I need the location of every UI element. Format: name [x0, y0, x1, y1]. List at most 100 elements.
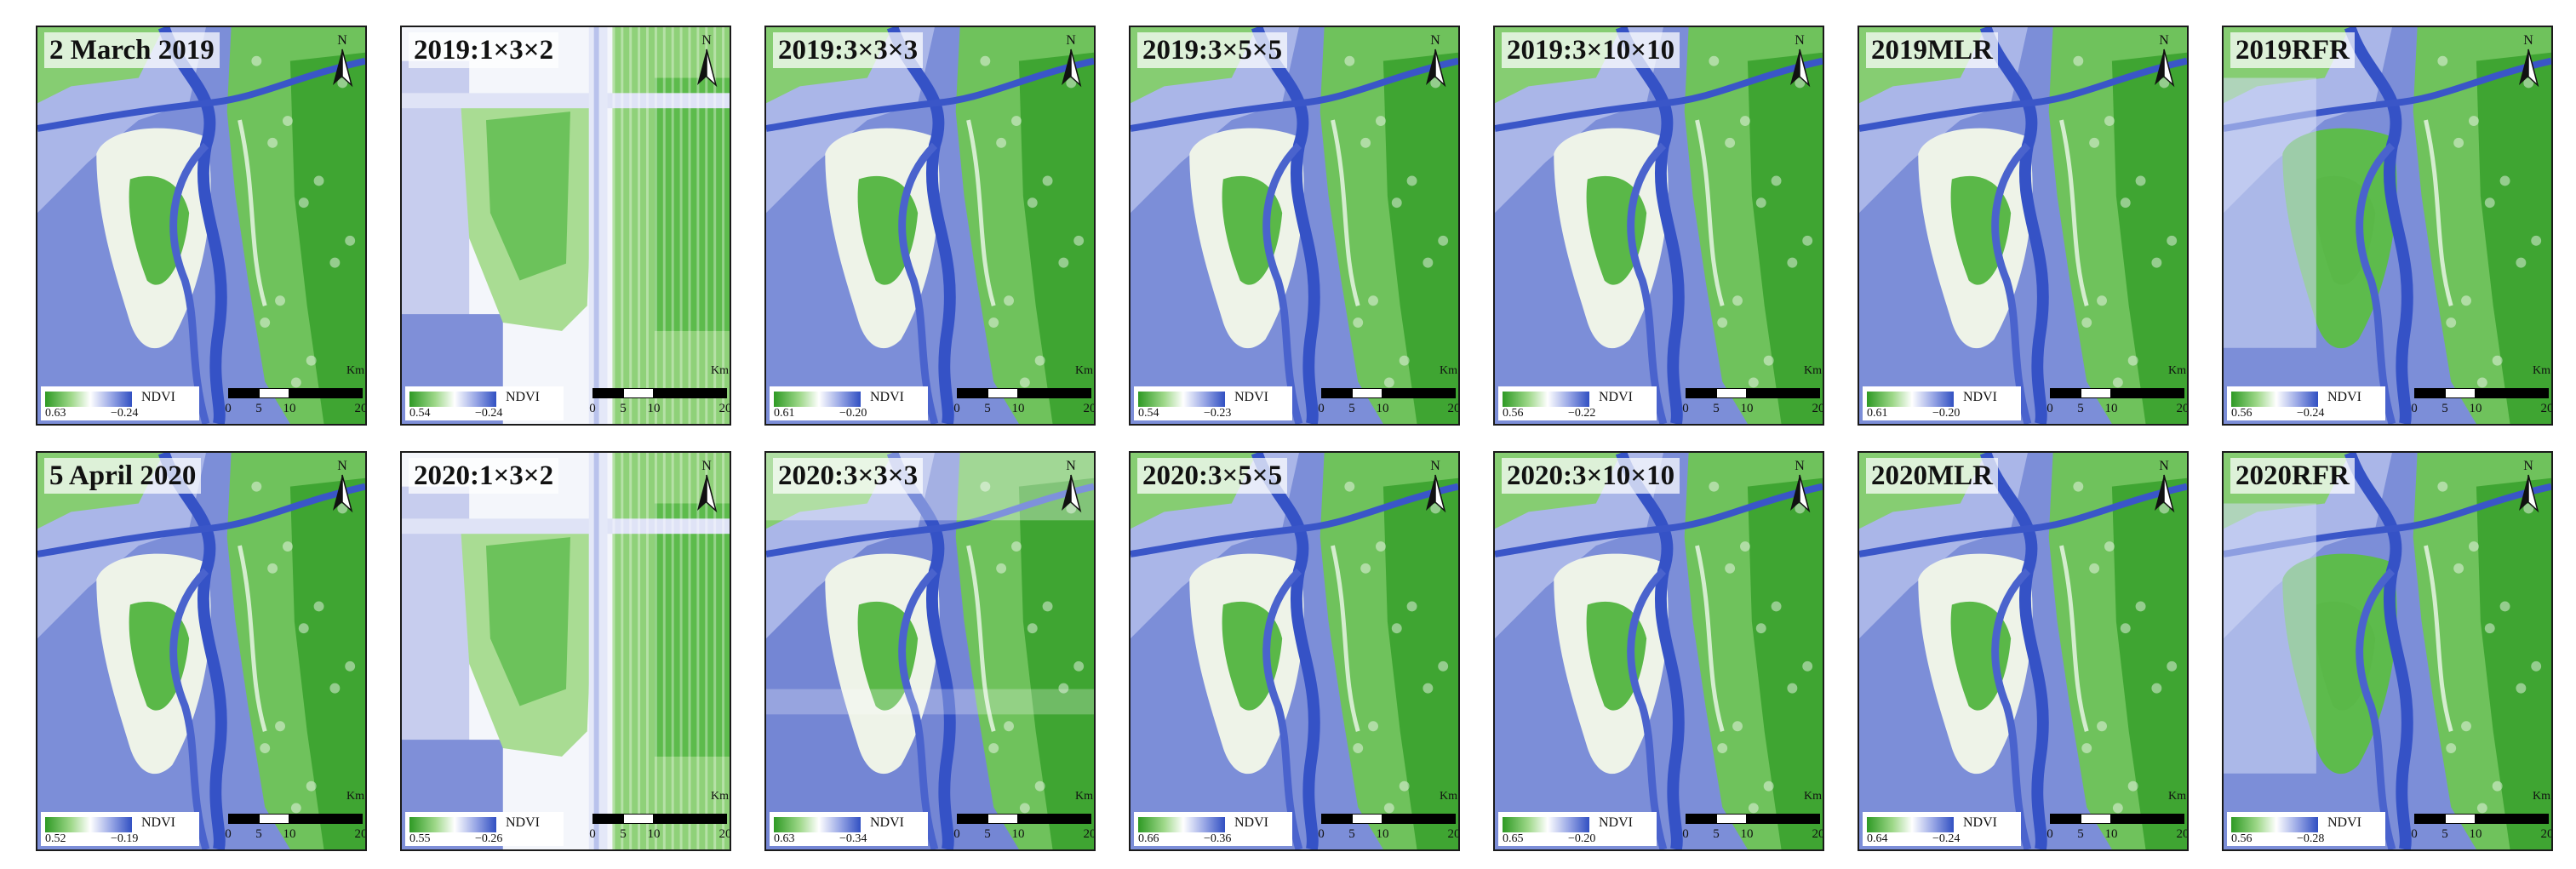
ndvi-legend: NDVI 0.63 −0.24: [41, 386, 199, 420]
scale-bar: 0 5 10 20 Km: [225, 790, 365, 844]
scale-bar-segment: [1352, 814, 1382, 824]
north-arrow-icon: N: [1062, 33, 1082, 88]
legend-min-value: −0.19: [111, 832, 139, 845]
ndvi-colorbar: [409, 392, 496, 407]
scale-tick-label: 20: [718, 402, 731, 415]
scale-unit: Km: [2533, 364, 2550, 377]
ndvi-map-image: [2224, 27, 2551, 424]
scale-tick-label: 10: [1740, 827, 1754, 841]
scale-tick-label: 5: [1713, 402, 1720, 415]
map-panel: 2 March 2019 N NDVI 0.63 −0.24 0 5 10 20 Km: [36, 26, 367, 426]
legend-min-value: −0.20: [839, 407, 867, 420]
ndvi-colorbar: [774, 392, 861, 407]
scale-bar: 0 5 10 20 Km: [2046, 364, 2187, 419]
map-panel: 5 April 2020 N NDVI 0.52 −0.19 0 5 10 20 Km: [36, 451, 367, 851]
scale-bar-segment: [957, 388, 987, 398]
scale-tick-label: 5: [1348, 402, 1355, 415]
ndvi-map-image: [1131, 27, 1458, 424]
scale-tick-label: 5: [255, 827, 262, 841]
scale-bar-segment: [228, 388, 259, 398]
ndvi-colorbar: [1138, 392, 1225, 407]
scale-unit: Km: [711, 364, 729, 377]
scale-tick-label: 0: [953, 402, 960, 415]
scale-tick-label: 10: [1011, 827, 1025, 841]
north-arrow-icon: N: [697, 33, 718, 88]
scale-bar: 0 5 10 20 Km: [1318, 790, 1458, 844]
scale-tick-label: 10: [1376, 827, 1389, 841]
scale-tick-label: 0: [1318, 827, 1325, 841]
north-label: N: [1066, 33, 1076, 48]
scale-tick-label: 20: [2540, 827, 2553, 841]
legend-title: NDVI: [141, 390, 175, 404]
legend-title: NDVI: [1599, 390, 1633, 404]
scale-bar-segment: [592, 814, 623, 824]
north-label: N: [1430, 33, 1440, 48]
scale-unit: Km: [1075, 364, 1093, 377]
map-panel: 2019RFR N NDVI 0.56 −0.24 0 5 10 20 Km: [2222, 26, 2553, 426]
scale-unit: Km: [346, 790, 364, 803]
north-label: N: [701, 33, 712, 48]
scale-bar-segment: [592, 388, 623, 398]
scale-tick-label: 10: [283, 827, 296, 841]
legend-title: NDVI: [1234, 815, 1268, 830]
legend-title: NDVI: [506, 815, 540, 830]
scale-bar-segment: [1018, 388, 1091, 398]
panel-title: 2020RFR: [2230, 458, 2355, 494]
panel-title: 2019RFR: [2230, 32, 2355, 68]
ndvi-colorbar: [1138, 817, 1225, 832]
ndvi-colorbar: [1867, 392, 1954, 407]
scale-tick-label: 10: [2104, 402, 2118, 415]
scale-bar: 0 5 10 20 Km: [225, 364, 365, 419]
scale-unit: Km: [2533, 790, 2550, 803]
map-panel: 2019:1×3×2 N NDVI 0.54 −0.24 0 5 10 20 Km: [400, 26, 731, 426]
ndvi-map-image: [1859, 453, 2187, 849]
scale-bar-segment: [259, 388, 289, 398]
scale-bar: 0 5 10 20 Km: [1682, 790, 1823, 844]
ndvi-map-image: [766, 453, 1094, 849]
scale-bar-segment: [259, 814, 289, 824]
ndvi-legend: NDVI 0.61 −0.20: [770, 386, 928, 420]
scale-tick-label: 0: [2411, 402, 2418, 415]
north-arrow-icon: N: [2519, 459, 2539, 513]
north-arrow-icon: N: [697, 459, 718, 513]
scale-bar-segment: [987, 388, 1018, 398]
scale-tick-label: 0: [1318, 402, 1325, 415]
north-label: N: [1795, 459, 1805, 473]
scale-bar-segment: [654, 388, 727, 398]
scale-tick-label: 5: [2077, 827, 2084, 841]
legend-max-value: 0.54: [409, 407, 431, 420]
ndvi-legend: NDVI 0.63 −0.34: [770, 812, 928, 846]
scale-unit: Km: [1440, 364, 1457, 377]
map-panel: 2019MLR N NDVI 0.61 −0.20 0 5 10 20 Km: [1858, 26, 2189, 426]
scale-bar-segment: [654, 814, 727, 824]
scale-tick-label: 0: [225, 827, 232, 841]
legend-title: NDVI: [1599, 815, 1633, 830]
north-label: N: [1795, 33, 1805, 48]
legend-min-value: −0.20: [1932, 407, 1961, 420]
panel-title: 2020:3×5×5: [1137, 458, 1288, 494]
scale-tick-label: 5: [620, 827, 627, 841]
panel-title: 2019:3×10×10: [1502, 32, 1680, 68]
panel-title: 2019:1×3×2: [409, 32, 559, 68]
scale-bar: 0 5 10 20 Km: [2411, 790, 2553, 844]
map-panel: 2020:3×3×3 N NDVI 0.63 −0.34 0 5 10 20 Km: [764, 451, 1096, 851]
scale-bar-segment: [623, 814, 654, 824]
map-panel: 2020:1×3×2 N NDVI 0.55 −0.26 0 5 10 20 Km: [400, 451, 731, 851]
scale-bar-segment: [1321, 388, 1352, 398]
scale-tick-label: 10: [1376, 402, 1389, 415]
scale-bar-segment: [2081, 388, 2111, 398]
north-label: N: [337, 33, 347, 48]
ndvi-legend: NDVI 0.56 −0.22: [1498, 386, 1657, 420]
scale-bar: 0 5 10 20 Km: [589, 364, 731, 419]
panel-title: 5 April 2020: [44, 458, 202, 494]
legend-min-value: −0.23: [1204, 407, 1232, 420]
scale-bar-segment: [1321, 814, 1352, 824]
ndvi-colorbar: [774, 817, 861, 832]
scale-bar-segment: [1686, 388, 1716, 398]
panel-title: 2 March 2019: [44, 32, 220, 68]
legend-min-value: −0.28: [2297, 832, 2325, 845]
scale-bar-segment: [2445, 388, 2476, 398]
scale-tick-label: 0: [589, 827, 596, 841]
map-panel: 2020:3×5×5 N NDVI 0.66 −0.36 0 5 10 20 Km: [1129, 451, 1460, 851]
panel-title: 2019MLR: [1866, 32, 1998, 68]
